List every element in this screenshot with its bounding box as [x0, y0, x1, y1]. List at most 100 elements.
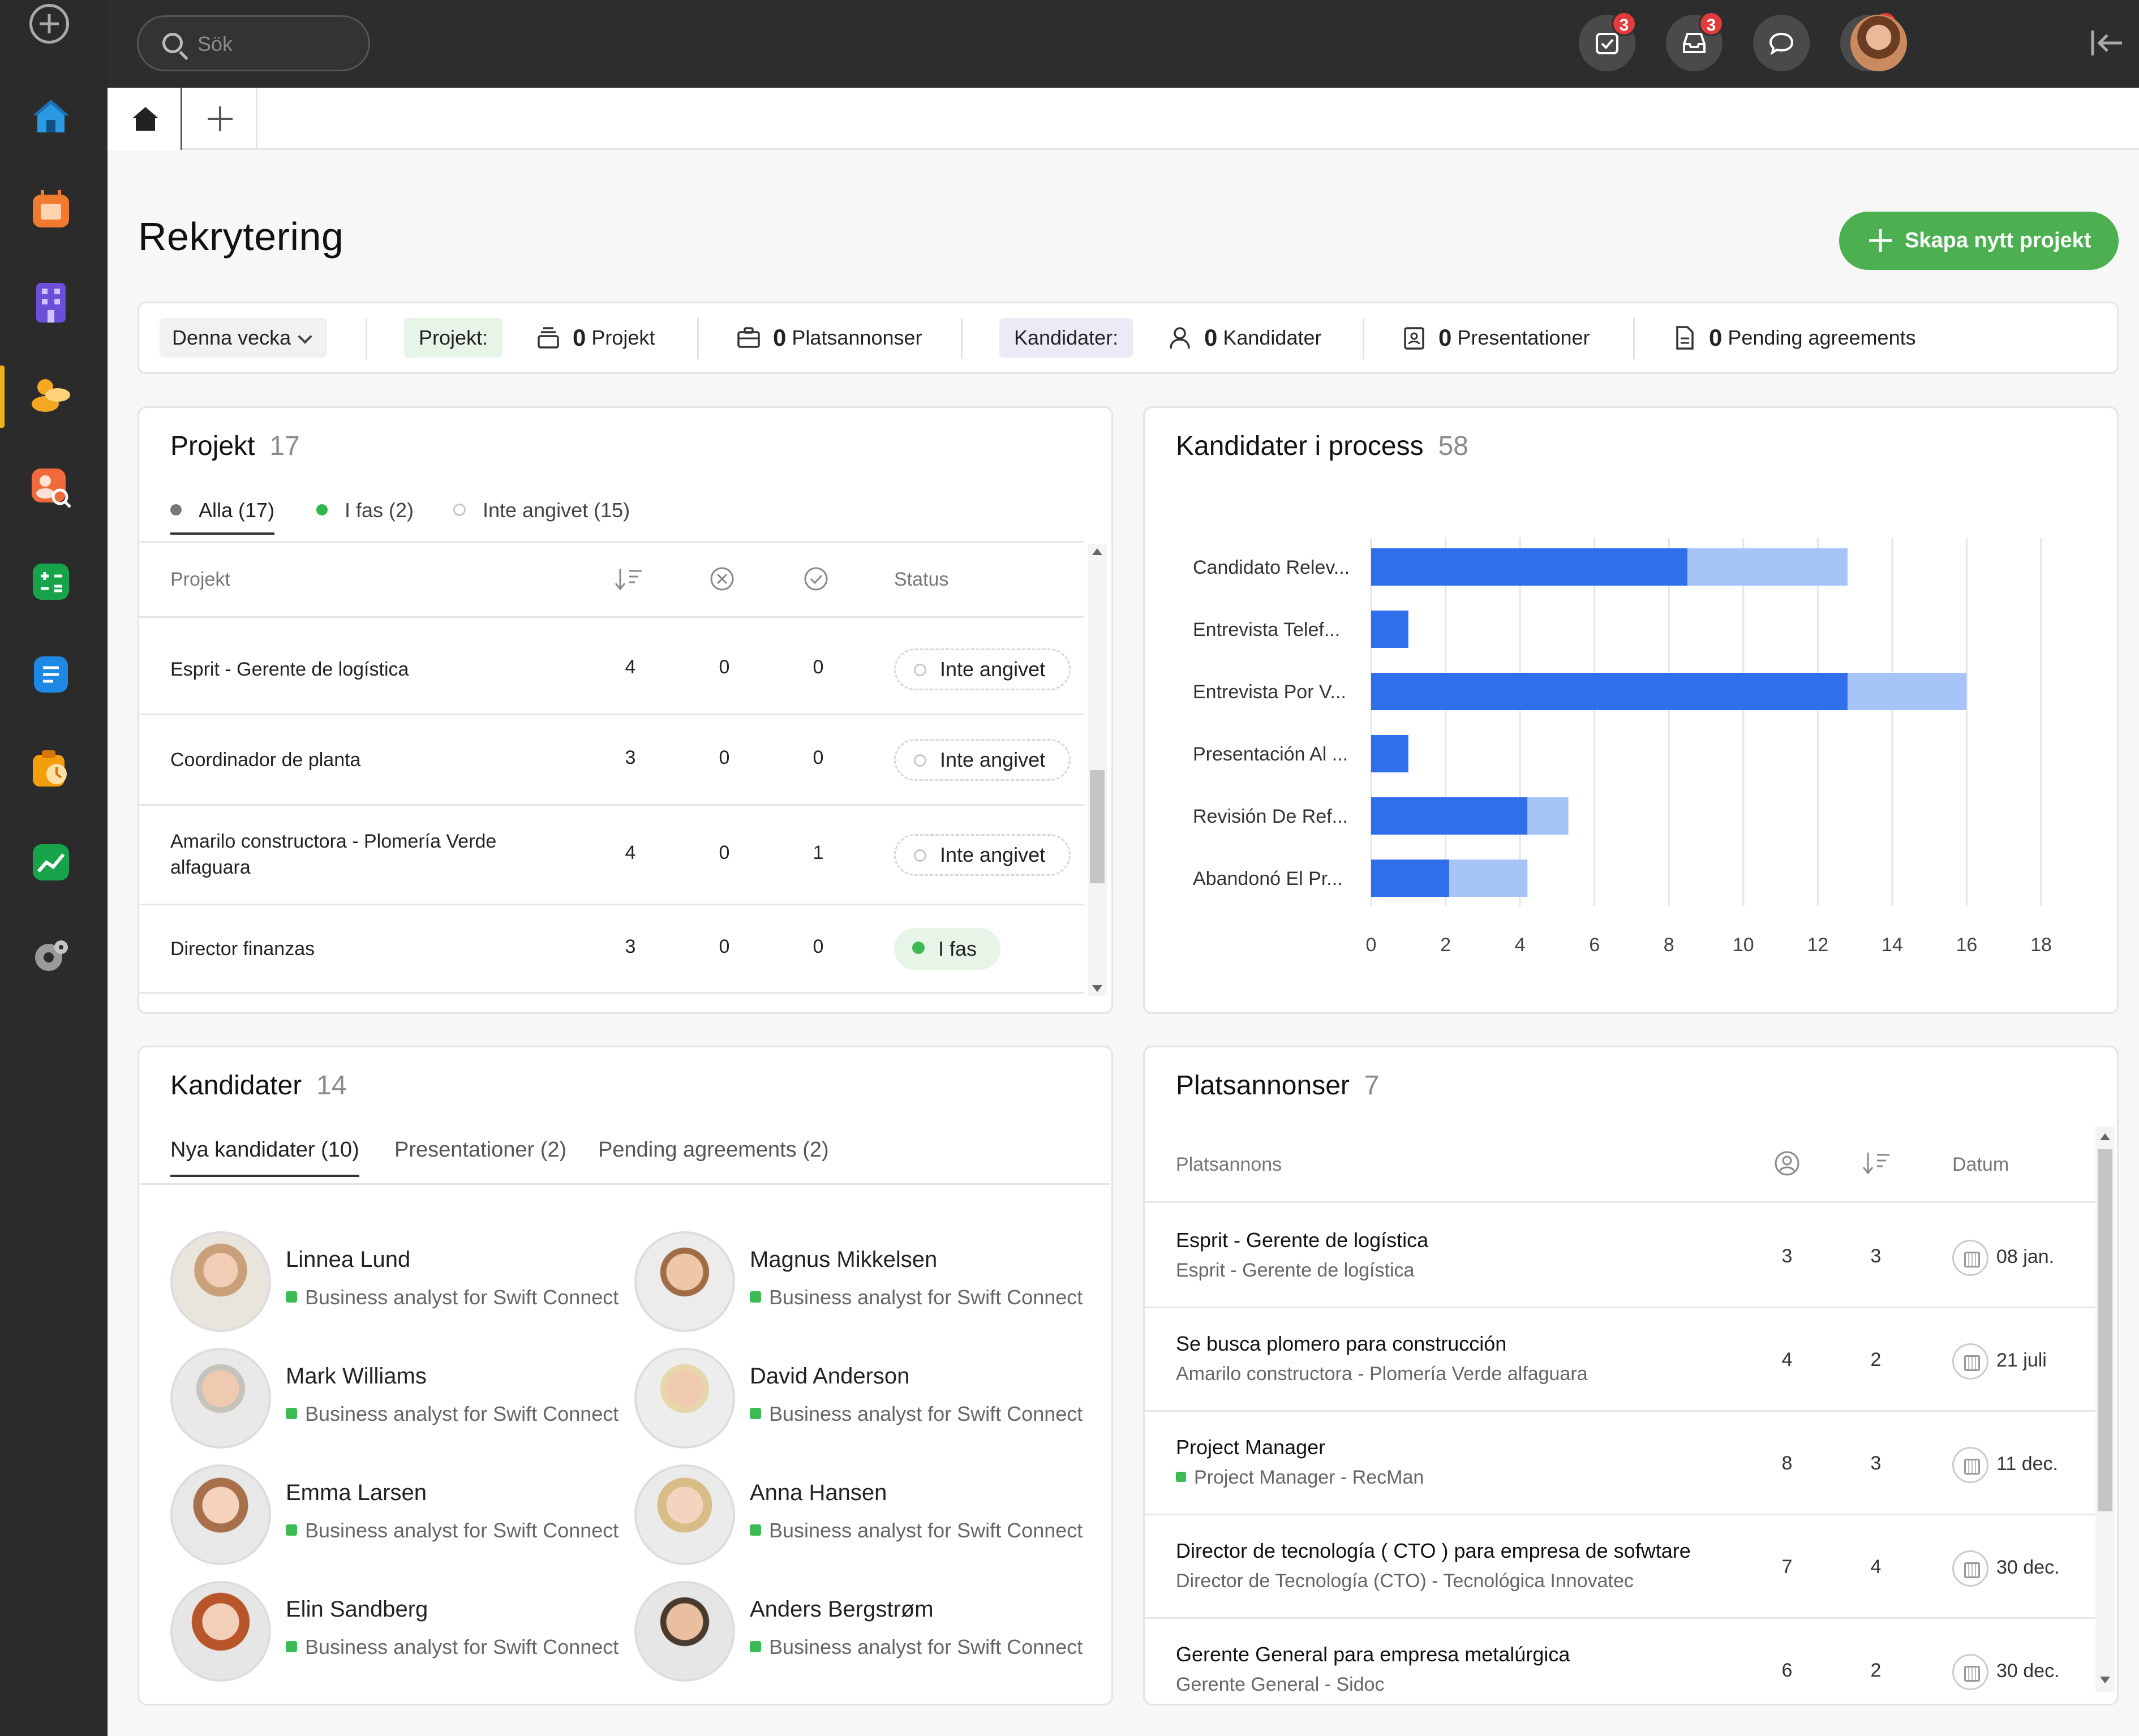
table-row[interactable]: Gerente General para empresa metalúrgica… — [1145, 1619, 2095, 1704]
project-name[interactable]: Amarilo constructora - Plomería Verde al… — [170, 831, 497, 878]
tab-presentationer[interactable]: Presentationer (2) — [394, 1138, 567, 1162]
ad-title[interactable]: Gerente General para empresa metalúrgica — [1176, 1643, 1570, 1666]
table-row[interactable]: Esprit - Gerente de logística Esprit - G… — [1145, 1205, 2095, 1308]
plats-stat-label: Platsannonser — [792, 326, 922, 349]
status-badge[interactable]: I fas — [894, 928, 1001, 970]
calendar-icon — [1952, 1343, 1988, 1380]
ad-title[interactable]: Esprit - Gerente de logística — [1176, 1228, 1429, 1252]
kandidater-stat[interactable]: 0 Kandidater — [1167, 303, 1322, 372]
candidate-name[interactable]: Anders Bergstrøm — [750, 1597, 934, 1622]
scroll-thumb[interactable] — [1090, 770, 1105, 883]
candidate-search-icon[interactable] — [28, 465, 74, 510]
ad-date: 21 juli — [1952, 1343, 2047, 1380]
list-item[interactable]: Mark Williams Business analyst for Swift… — [170, 1348, 623, 1450]
x-tick-label: 12 — [1807, 934, 1828, 956]
home-icon[interactable] — [28, 93, 74, 138]
filter-alla[interactable]: Alla (17) — [170, 499, 275, 535]
candidate-name[interactable]: Mark Williams — [286, 1364, 427, 1389]
dot-icon — [316, 504, 328, 516]
period-dropdown[interactable]: Denna vecka — [160, 318, 327, 358]
filter-i-fas[interactable]: I fas (2) — [316, 499, 414, 532]
cell-approved: 0 — [813, 656, 824, 678]
inbox-button[interactable]: 3 — [1666, 11, 1724, 71]
col-platsannons: Platsannons — [1176, 1154, 1282, 1175]
timesheet-icon[interactable] — [28, 746, 74, 791]
projekt-stat[interactable]: 0 Projekt — [535, 303, 655, 372]
table-row[interactable]: Esprit - Gerente de logística 4 0 0 Inte… — [139, 625, 1084, 715]
x-tick-label: 10 — [1733, 934, 1754, 956]
list-item[interactable]: Magnus Mikkelsen Business analyst for Sw… — [634, 1231, 1087, 1333]
candidate-name[interactable]: Emma Larsen — [286, 1480, 427, 1505]
candidate-role: Business analyst for Swift Connect — [750, 1286, 1083, 1309]
platsannonser-scrollbar[interactable] — [2095, 1127, 2115, 1692]
tasks-button[interactable]: 3 — [1579, 11, 1637, 71]
status-badge[interactable]: Inte angivet — [894, 834, 1071, 876]
status-badge[interactable]: Inte angivet — [894, 739, 1071, 781]
list-item[interactable]: Emma Larsen Business analyst for Swift C… — [170, 1464, 623, 1566]
ad-date-text: 08 jan. — [1996, 1245, 2055, 1267]
project-name[interactable]: Coordinador de planta — [170, 749, 361, 771]
calculator-icon[interactable] — [28, 559, 74, 604]
cell-count: 4 — [625, 656, 636, 678]
bar-secondary — [1687, 548, 1848, 586]
search-input[interactable] — [197, 32, 356, 57]
status-badge[interactable]: Inte angivet — [894, 648, 1071, 690]
analytics-icon[interactable] — [28, 840, 74, 885]
tab-nya-kandidater[interactable]: Nya kandidater (10) — [170, 1138, 359, 1177]
status-square-icon — [1176, 1472, 1186, 1483]
chat-button[interactable] — [1753, 15, 1810, 71]
ad-title[interactable]: Se busca plomero para construcción — [1176, 1332, 1507, 1355]
list-item[interactable]: David Anderson Business analyst for Swif… — [634, 1348, 1087, 1450]
table-row[interactable]: Director finanzas 3 0 0 I fas — [139, 905, 1084, 994]
briefcase-icon — [737, 327, 760, 348]
table-row[interactable]: Director de tecnología ( CTO ) para empr… — [1145, 1515, 2095, 1619]
sort-icon[interactable] — [613, 565, 645, 592]
scroll-thumb[interactable] — [2098, 1149, 2112, 1511]
search-box[interactable] — [137, 15, 370, 71]
project-name[interactable]: Esprit - Gerente de logística — [170, 659, 409, 680]
table-row[interactable]: Se busca plomero para construcción Amari… — [1145, 1308, 2095, 1412]
create-project-button[interactable]: Skapa nytt projekt — [1839, 212, 2119, 270]
candidate-name[interactable]: Elin Sandberg — [286, 1597, 428, 1622]
pending-stat[interactable]: 0 Pending agreements — [1672, 303, 1916, 372]
recruitment-icon[interactable] — [28, 372, 74, 418]
avatar[interactable] — [1850, 15, 1907, 71]
filter-inte-angivet[interactable]: Inte angivet (15) — [453, 499, 630, 532]
building-icon[interactable] — [28, 280, 74, 325]
candidate-name[interactable]: Anna Hansen — [750, 1480, 887, 1505]
filter-bar: Denna vecka Projekt: 0 Projekt 0 Platsan… — [138, 302, 2119, 374]
sort-icon[interactable] — [1861, 1149, 1893, 1176]
tab-home[interactable] — [108, 88, 182, 150]
x-tick-label: 0 — [1366, 934, 1377, 956]
ad-title[interactable]: Director de tecnología ( CTO ) para empr… — [1176, 1539, 1691, 1562]
candidate-name[interactable]: Magnus Mikkelsen — [750, 1247, 938, 1272]
table-row[interactable]: Coordinador de planta 3 0 0 Inte angivet — [139, 715, 1084, 806]
document-list-icon[interactable] — [28, 652, 74, 697]
calendar-icon[interactable] — [28, 187, 74, 232]
list-item[interactable]: Elin Sandberg Business analyst for Swift… — [170, 1581, 623, 1683]
collapse-sidebar-icon[interactable] — [2088, 26, 2124, 60]
candidate-name[interactable]: David Anderson — [750, 1364, 910, 1389]
projekt-scrollbar[interactable] — [1088, 544, 1107, 996]
tab-pending-agreements[interactable]: Pending agreements (2) — [598, 1138, 829, 1162]
project-name[interactable]: Director finanzas — [170, 938, 315, 960]
list-item[interactable]: Linnea Lund Business analyst for Swift C… — [170, 1231, 623, 1333]
table-row[interactable]: Project Manager Project Manager - RecMan… — [1145, 1412, 2095, 1515]
cell-sorted: 2 — [1870, 1349, 1882, 1370]
scroll-up-icon[interactable] — [1092, 548, 1102, 555]
cell-sorted: 4 — [1870, 1556, 1882, 1578]
scroll-down-icon[interactable] — [2100, 1677, 2110, 1683]
add-icon[interactable] — [29, 4, 69, 44]
settings-icon[interactable] — [28, 934, 74, 979]
platsannonser-stat[interactable]: 0 Platsannonser — [736, 303, 922, 372]
ad-title[interactable]: Project Manager — [1176, 1436, 1326, 1459]
presentationer-stat[interactable]: 0 Presentationer — [1401, 303, 1590, 372]
pres-count: 0 — [1438, 324, 1452, 351]
table-row[interactable]: Amarilo constructora - Plomería Verde al… — [139, 806, 1084, 905]
scroll-down-icon[interactable] — [1092, 985, 1102, 992]
scroll-up-icon[interactable] — [2100, 1133, 2110, 1140]
list-item[interactable]: Anna Hansen Business analyst for Swift C… — [634, 1464, 1087, 1566]
list-item[interactable]: Anders Bergstrøm Business analyst for Sw… — [634, 1581, 1087, 1683]
candidate-name[interactable]: Linnea Lund — [286, 1247, 411, 1272]
add-tab-button[interactable] — [184, 88, 257, 150]
